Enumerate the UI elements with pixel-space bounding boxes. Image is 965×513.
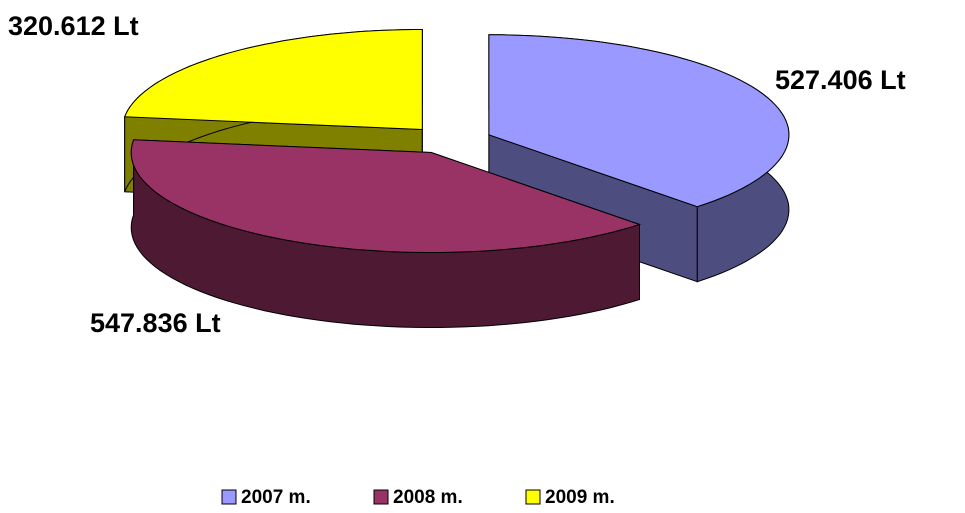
legend-label: 2009 m.: [545, 487, 615, 508]
slice: [130, 139, 642, 328]
legend-swatch: [373, 489, 389, 505]
legend-label: 2007 m.: [241, 487, 311, 508]
slice-top: [123, 29, 423, 131]
slice-top: [130, 139, 642, 253]
legend-swatch: [221, 489, 237, 505]
data-label: 527.406 Lt: [775, 65, 906, 95]
data-label: 320.612 Lt: [8, 11, 139, 41]
data-label: 547.836 Lt: [90, 308, 221, 338]
legend-label: 2008 m.: [393, 487, 463, 508]
slice-top: [488, 34, 790, 208]
legend-swatch: [525, 489, 541, 505]
